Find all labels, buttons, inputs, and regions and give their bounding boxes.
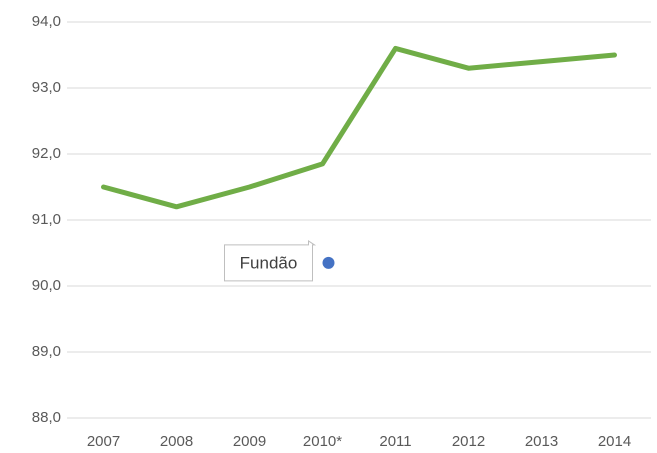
y-tick-label: 88,0 <box>32 409 61 426</box>
x-tick-label: 2010* <box>303 433 342 450</box>
y-tick-label: 91,0 <box>32 211 61 228</box>
y-tick-label: 93,0 <box>32 79 61 96</box>
x-tick-label: 2008 <box>160 433 193 450</box>
data-label: Fundão <box>240 253 298 272</box>
callout-box <box>224 239 317 282</box>
point <box>322 256 335 269</box>
y-tick-label: 94,0 <box>32 13 61 30</box>
x-tick-label: 2009 <box>233 433 266 450</box>
x-tick-label: 2012 <box>452 433 485 450</box>
y-tick-label: 89,0 <box>32 343 61 360</box>
line <box>101 45 617 210</box>
x-tick-label: 2007 <box>87 433 120 450</box>
y-tick-label: 92,0 <box>32 145 61 162</box>
y-tick-label: 90,0 <box>32 277 61 294</box>
x-tick-label: 2013 <box>525 433 558 450</box>
x-tick-label: 2011 <box>379 433 411 450</box>
x-tick-label: 2014 <box>598 433 631 450</box>
